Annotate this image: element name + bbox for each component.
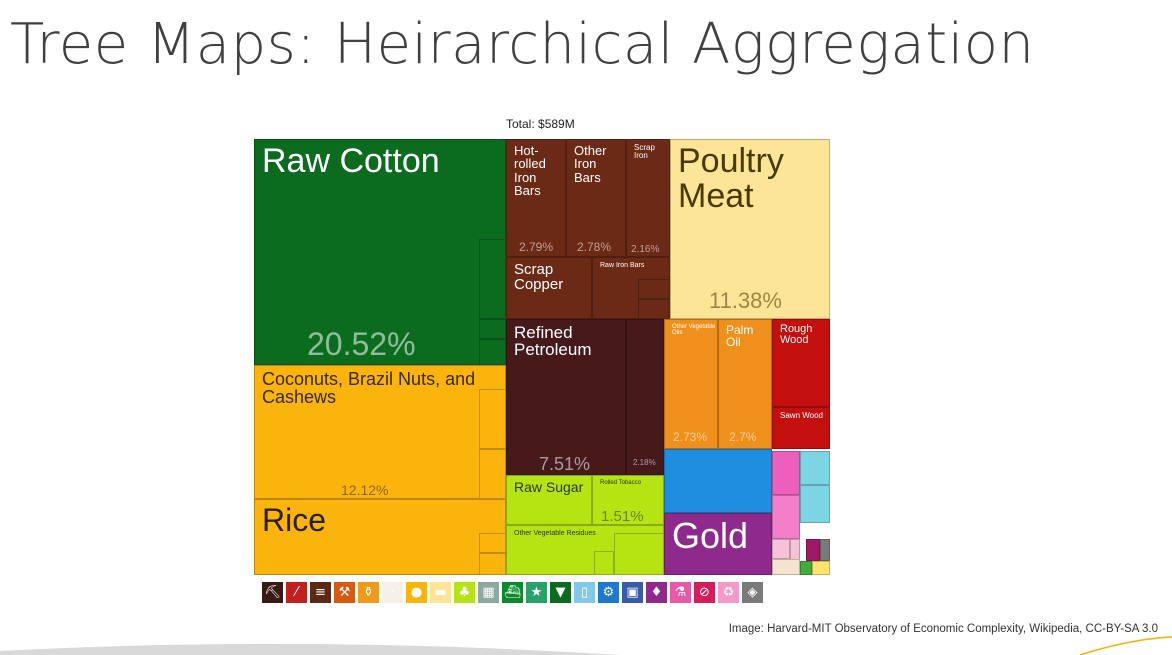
flag-icon: ▬ <box>430 582 451 603</box>
treemap-tile-label: Hot-rolled Iron Bars <box>514 143 546 198</box>
treemap-minor-tile <box>614 533 664 575</box>
treemap-minor-tile <box>638 299 670 319</box>
treemap-tile-percent: 11.38% <box>709 288 782 313</box>
shirt-icon: ▼ <box>550 582 571 603</box>
treemap-tile-percent: 7.51% <box>539 454 591 474</box>
treemap-minor-tile <box>479 553 506 575</box>
pickaxe-icon: ⛏ <box>262 582 283 603</box>
treemap-tile-rough-wood: Rough Wood <box>772 319 830 407</box>
treemap-minor-tile <box>820 539 830 561</box>
treemap-minor-tile <box>479 389 506 449</box>
treemap-minor-tile <box>800 485 830 523</box>
treemap-minor-tile <box>812 561 830 575</box>
blank-icon: · <box>382 582 403 603</box>
flask-icon: ⚗ <box>670 582 691 603</box>
treemap-minor-tile <box>772 539 790 559</box>
treemap-minor-tile <box>772 559 800 575</box>
treemap-chart: Raw Cotton 20.52% Coconuts, Brazil Nuts, a… <box>254 139 830 575</box>
treemap-tile-label: Palm Oil <box>726 323 754 350</box>
treemap-tile-raw-sugar: Raw Sugar <box>506 475 592 525</box>
circle-slash-icon: ⊘ <box>694 582 715 603</box>
treemap-tile-rice: Rice <box>254 499 506 575</box>
treemap-tile-segment-19 <box>664 449 772 513</box>
treemap-tile-label: Refined Petroleum <box>514 323 592 360</box>
orange-icon: ● <box>406 582 427 603</box>
treemap-tile-label: Sawn Wood <box>780 411 823 420</box>
treemap-tile-label: Scrap Iron <box>634 143 655 161</box>
treemap-tile-label: Other Vegetable Residues <box>514 530 596 537</box>
treemap-minor-tile <box>479 449 506 499</box>
treemap-tile-label: Coconuts, Brazil Nuts, and Cashews <box>262 369 476 408</box>
treemap-tile-coconuts-brazil-nuts-and-cashews: Coconuts, Brazil Nuts, and Cashews 12.12% <box>254 365 506 499</box>
treemap-minor-tile <box>479 239 506 319</box>
treemap-tile-gold: Gold <box>664 513 772 575</box>
treemap-tile-scrap-iron: Scrap Iron 2.16% <box>626 139 670 257</box>
treemap-tile-rolled-tobacco: Rolled Tobacco 1.51% <box>592 475 664 525</box>
bottle-icon: ⚱ <box>358 582 379 603</box>
treemap-minor-tile <box>479 319 506 339</box>
treemap-tile-label: Poultry Meat <box>678 142 784 215</box>
treemap-tile-percent: 2.16% <box>631 244 660 255</box>
treemap-tile-label: Rolled Tobacco <box>600 480 641 486</box>
treemap-tile-refined-petroleum: Refined Petroleum 7.51% <box>506 319 626 475</box>
treemap-tile-segment-10: 2.18% <box>626 319 664 475</box>
gem-icon: ♦ <box>646 582 667 603</box>
treemap-tile-label: Scrap Copper <box>514 261 564 294</box>
treemap-minor-tile <box>790 539 800 561</box>
building-icon: ▦ <box>478 582 499 603</box>
treemap-tile-hot-rolled-iron-bars: Hot-rolled Iron Bars 2.79% <box>506 139 566 257</box>
treemap-minor-tile <box>594 551 614 575</box>
treemap-tile-label: Gold <box>672 515 749 556</box>
treemap-tile-label: Other Vegetable Oils <box>672 324 716 337</box>
slash-icon: ⁄ <box>286 582 307 603</box>
treemap-minor-tile <box>800 451 830 485</box>
treemap-total-label: Total: $589M <box>506 117 575 131</box>
recycle-icon: ♻ <box>718 582 739 603</box>
treemap-tile-percent: 2.73% <box>673 430 708 444</box>
treemap-tile-palm-oil: Palm Oil 2.7% <box>718 319 772 449</box>
treemap-tile-label: Raw Sugar <box>514 479 584 495</box>
treemap-tile-percent: 2.18% <box>633 458 656 467</box>
treemap-tile-percent: 2.7% <box>729 430 757 444</box>
treemap-minor-tile <box>638 279 670 299</box>
boat-icon: ⛴ <box>502 582 523 603</box>
treemap-tile-label: Rice <box>262 502 327 538</box>
star-icon: ★ <box>526 582 547 603</box>
treemap-tile-scrap-copper: Scrap Copper <box>506 257 592 319</box>
treemap-minor-tile <box>772 495 800 539</box>
cube-icon: ◈ <box>742 582 763 603</box>
treemap-tile-percent: 20.52% <box>307 326 416 362</box>
leaf-icon: ♣ <box>454 582 475 603</box>
treemap-minor-tile <box>479 339 506 365</box>
footer-swoosh <box>0 636 1172 655</box>
image-credit: Image: Harvard-MIT Observatory of Econom… <box>728 623 1158 635</box>
treemap-tile-label: Raw Iron Bars <box>600 262 645 269</box>
treemap-minor-tile <box>479 533 506 553</box>
treemap-minor-tile <box>800 561 812 575</box>
treemap-tile-percent: 2.78% <box>577 240 612 254</box>
treemap-tile-percent: 2.79% <box>519 240 554 254</box>
treemap-tile-sawn-wood: Sawn Wood <box>772 407 830 449</box>
treemap-minor-tile <box>772 451 800 495</box>
treemap-tile-percent: 1.51% <box>601 508 644 525</box>
gears-icon: ⚙ <box>598 582 619 603</box>
box-icon: ▯ <box>574 582 595 603</box>
beam-icon: ≡ <box>310 582 331 603</box>
treemap-minor-tile <box>806 539 820 561</box>
chip-icon: ▣ <box>622 582 643 603</box>
treemap-tile-percent: 12.12% <box>341 482 389 498</box>
tools-icon: ⚒ <box>334 582 355 603</box>
treemap-tile-label: Other Iron Bars <box>574 143 607 185</box>
treemap-tile-label: Rough Wood <box>780 323 813 347</box>
treemap-tile-label: Raw Cotton <box>262 142 440 180</box>
category-icon-legend: ⛏ ⁄ ≡ ⚒ ⚱ · ● ▬ ♣ ▦ ⛴ ★ ▼ ▯ ⚙ ▣ ♦ ⚗ ⊘ ♻ ◈ <box>262 582 763 604</box>
slide-title: Tree Maps: Heirarchical Aggregation <box>10 12 1035 77</box>
treemap-tile-poultry-meat: Poultry Meat 11.38% <box>670 139 830 319</box>
treemap-tile-raw-cotton: Raw Cotton 20.52% <box>254 139 506 365</box>
treemap-tile-other-iron-bars: Other Iron Bars 2.78% <box>566 139 626 257</box>
treemap-tile-other-vegetable-oils: Other Vegetable Oils 2.73% <box>664 319 718 449</box>
